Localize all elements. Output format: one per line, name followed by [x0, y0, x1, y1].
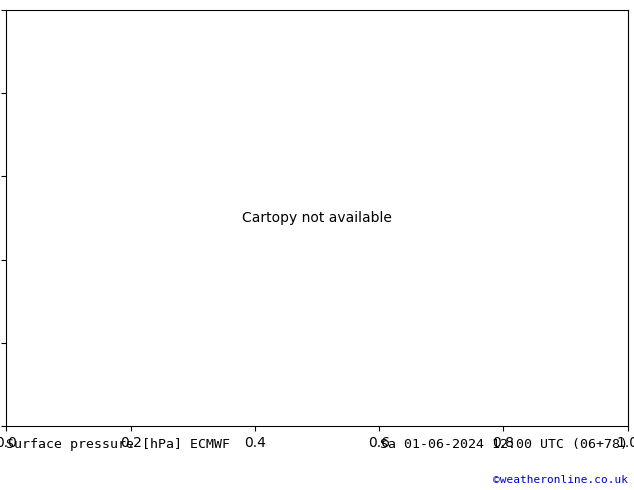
Text: Surface pressure [hPa] ECMWF: Surface pressure [hPa] ECMWF: [6, 438, 230, 451]
Text: Cartopy not available: Cartopy not available: [242, 211, 392, 225]
Text: Sa 01-06-2024 12:00 UTC (06+78): Sa 01-06-2024 12:00 UTC (06+78): [380, 438, 628, 451]
Text: ©weatheronline.co.uk: ©weatheronline.co.uk: [493, 475, 628, 485]
